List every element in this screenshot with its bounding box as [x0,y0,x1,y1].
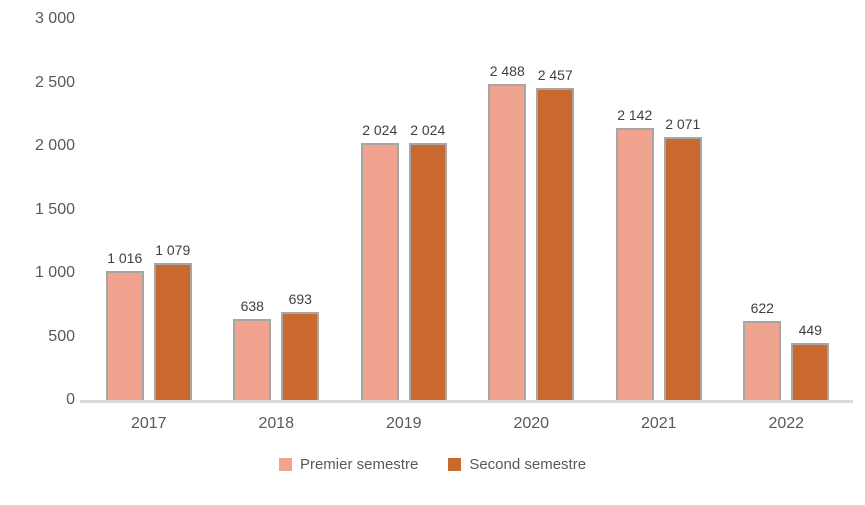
bar-series1-group4 [488,84,527,400]
x-axis-category-label: 2020 [513,415,550,432]
bar-series1-group2 [233,318,272,400]
bar-series1-group1 [105,270,144,400]
bar-series2-group5 [663,136,702,400]
bar-data-label: 638 [240,297,264,314]
bar-data-label: 2 457 [537,66,573,83]
bar-series2-group4 [536,87,575,400]
legend-label: Premier semestre [299,456,419,473]
bar-series1-group6 [743,321,782,400]
x-axis-category-label: 2021 [640,415,677,432]
y-axis-tick-label: 3 000 [34,10,75,27]
x-axis-category-label: 2019 [385,415,422,432]
bar-series1-group3 [360,142,399,400]
bar-data-label: 449 [798,321,822,338]
y-axis-tick-label: 0 [66,391,75,408]
legend-swatch-icon [448,458,462,471]
x-axis-category-label: 2017 [130,415,167,432]
bar-data-label: 2 071 [665,115,701,132]
bar-data-label: 1 016 [107,249,143,266]
legend-item-series1: Premier semestre [278,456,419,473]
y-axis-tick-label: 2 000 [34,137,75,154]
bar-series2-group6 [791,342,830,400]
y-axis-tick-label: 1 000 [34,264,75,281]
bar-data-label: 2 024 [362,121,398,138]
bar-data-label: 693 [288,290,312,307]
bar-data-label: 2 142 [617,106,653,123]
bar-data-label: 622 [750,300,774,316]
bar-data-label: 1 079 [155,241,191,258]
x-axis-category-label: 2018 [258,415,295,432]
bar-series2-group1 [153,262,192,400]
bar-data-label: 2 024 [410,121,446,138]
bar-data-label: 2 488 [489,63,525,80]
y-axis-tick-label: 2 500 [34,73,75,91]
bar-series2-group2 [281,311,320,400]
y-axis-tick-label: 1 500 [34,200,75,218]
bar-series2-group3 [408,142,447,400]
x-axis-category-label: 2022 [768,415,805,432]
legend-label: Second semestre [469,456,587,473]
legend-item-series2: Second semestre [448,456,586,473]
x-axis-line [80,400,853,403]
legend-swatch-icon [278,458,292,471]
chart-legend: Premier semestre Second semestre [0,456,865,473]
y-axis-tick-label: 500 [48,327,75,345]
bar-series1-group5 [615,127,654,400]
